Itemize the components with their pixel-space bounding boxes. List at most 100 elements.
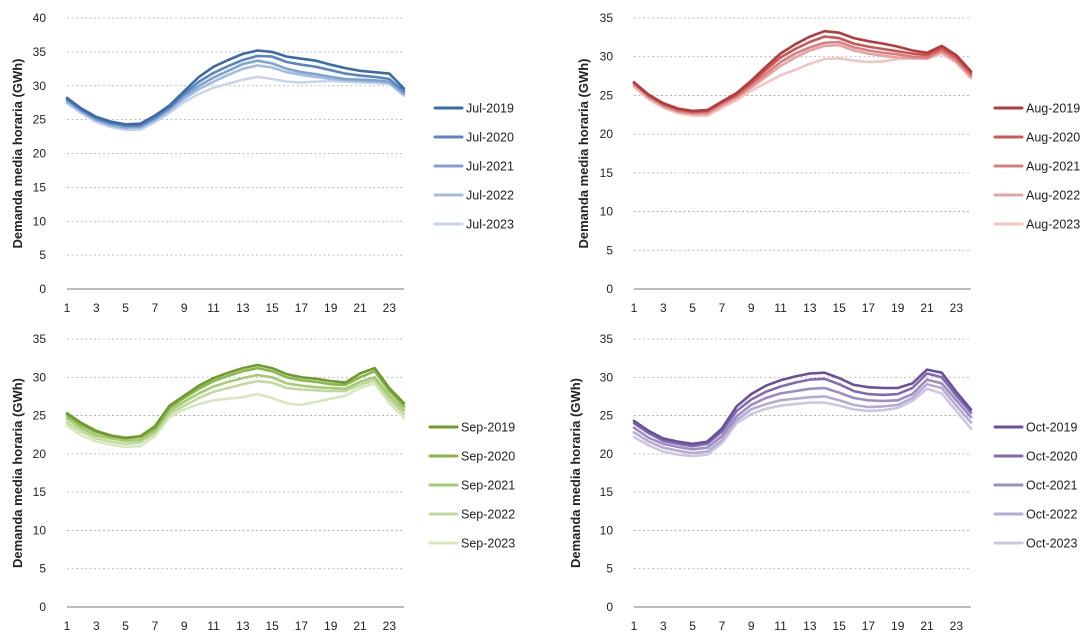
y-tick-label: 40 (33, 11, 47, 25)
x-tick-label: 3 (93, 301, 100, 315)
legend-label: Oct-2022 (1026, 508, 1077, 522)
x-tick-label: 23 (383, 301, 397, 315)
x-tick-label: 15 (265, 619, 279, 633)
x-tick-label: 13 (236, 301, 250, 315)
x-tick-label: 15 (832, 619, 846, 633)
y-tick-label: 0 (39, 282, 46, 296)
x-tick-label: 19 (891, 619, 905, 633)
legend-label: Jul-2019 (466, 102, 514, 116)
legend-label: Sep-2023 (461, 537, 515, 551)
y-tick-label: 30 (33, 370, 47, 384)
x-tick-label: 9 (181, 619, 188, 633)
legend-label: Jul-2021 (466, 160, 514, 174)
x-tick-label: 21 (920, 301, 934, 315)
series-line (632, 35, 973, 113)
legend-label: Oct-2021 (1026, 479, 1077, 493)
y-tick-label: 35 (600, 11, 614, 25)
x-tick-label: 17 (295, 619, 309, 633)
x-tick-label: 11 (774, 619, 787, 633)
series-line (632, 378, 973, 451)
legend-label: Jul-2020 (466, 131, 514, 145)
x-tick-label: 19 (891, 301, 905, 315)
y-tick-label: 5 (39, 562, 46, 576)
x-tick-label: 5 (122, 619, 129, 633)
x-tick-label: 11 (774, 301, 787, 315)
legend-label: Oct-2020 (1026, 450, 1077, 464)
y-tick-label: 5 (606, 562, 613, 576)
y-tick-label: 25 (33, 409, 47, 423)
x-tick-label: 13 (803, 301, 817, 315)
y-tick-label: 15 (600, 485, 614, 499)
y-tick-label: 30 (33, 79, 47, 93)
x-tick-label: 1 (64, 301, 71, 315)
legend-label: Aug-2021 (1026, 160, 1080, 174)
y-tick-label: 30 (600, 370, 614, 384)
x-tick-label: 17 (862, 619, 876, 633)
legend-label: Aug-2019 (1026, 102, 1080, 116)
x-tick-label: 7 (152, 619, 159, 633)
x-tick-label: 21 (353, 301, 367, 315)
legend-label: Sep-2022 (461, 508, 515, 522)
y-tick-label: 15 (600, 166, 614, 180)
series-line (65, 75, 406, 132)
x-tick-label: 7 (152, 301, 159, 315)
y-tick-label: 5 (606, 243, 613, 257)
y-tick-label: 35 (33, 332, 47, 346)
series-line (632, 387, 973, 458)
x-tick-label: 11 (207, 301, 220, 315)
x-tick-label: 11 (207, 619, 220, 633)
x-tick-label: 1 (631, 301, 638, 315)
x-tick-label: 21 (353, 619, 367, 633)
legend-label: Sep-2020 (461, 450, 515, 464)
y-axis-title: Demanda media horaria (GWh) (10, 59, 25, 249)
y-tick-label: 0 (39, 600, 46, 614)
y-axis-title: Demanda media horaria (GWh) (576, 59, 591, 249)
x-tick-label: 13 (803, 619, 817, 633)
y-tick-label: 35 (600, 332, 614, 346)
x-tick-label: 7 (719, 301, 726, 315)
legend-label: Oct-2023 (1026, 537, 1077, 551)
legend-label: Jul-2022 (466, 189, 514, 203)
series-line (65, 382, 406, 449)
x-tick-label: 9 (748, 301, 755, 315)
x-tick-label: 23 (950, 301, 964, 315)
x-tick-label: 5 (689, 301, 696, 315)
y-tick-label: 10 (600, 205, 614, 219)
series-line (65, 59, 406, 129)
x-tick-label: 9 (181, 301, 188, 315)
x-tick-label: 19 (324, 619, 338, 633)
legend-label: Jul-2023 (466, 218, 514, 232)
y-tick-label: 5 (39, 248, 46, 262)
series-line (632, 382, 973, 455)
y-tick-label: 35 (33, 45, 47, 59)
x-tick-label: 15 (832, 301, 846, 315)
x-tick-label: 7 (719, 619, 726, 633)
y-tick-label: 15 (33, 180, 47, 194)
series-line (632, 372, 973, 448)
y-tick-label: 25 (33, 113, 47, 127)
x-tick-label: 21 (920, 619, 934, 633)
y-tick-label: 20 (600, 447, 614, 461)
x-tick-label: 5 (122, 301, 129, 315)
y-tick-label: 0 (606, 282, 613, 296)
x-tick-label: 23 (950, 619, 964, 633)
legend-label: Sep-2019 (461, 421, 515, 435)
y-tick-label: 25 (600, 409, 614, 423)
y-axis-title: Demanda media horaria (GWh) (10, 378, 25, 568)
x-tick-label: 13 (236, 619, 250, 633)
series-line (632, 368, 973, 446)
series-line (632, 29, 973, 113)
y-tick-label: 10 (600, 523, 614, 537)
x-tick-label: 23 (383, 619, 397, 633)
y-tick-label: 10 (33, 523, 47, 537)
x-tick-label: 5 (689, 619, 696, 633)
x-tick-label: 17 (295, 301, 309, 315)
x-tick-label: 1 (64, 619, 71, 633)
y-tick-label: 10 (33, 214, 47, 228)
y-tick-label: 25 (600, 88, 614, 102)
